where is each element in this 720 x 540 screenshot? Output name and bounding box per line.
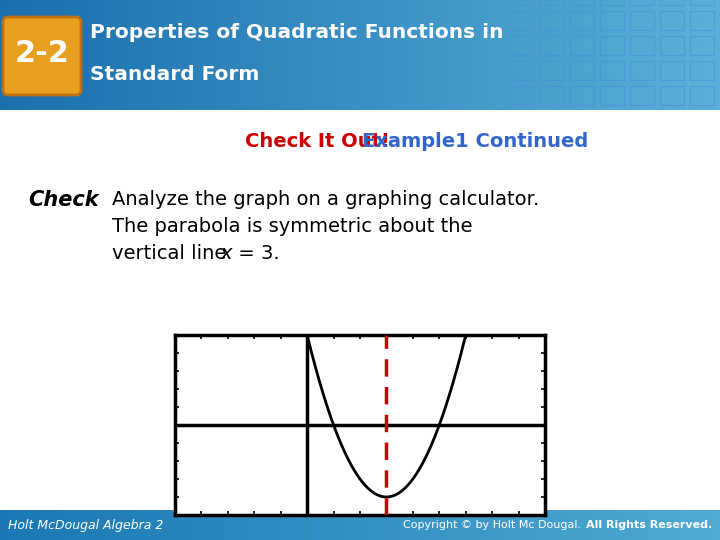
Text: Properties of Quadratic Functions in: Properties of Quadratic Functions in xyxy=(90,23,503,42)
Text: x: x xyxy=(221,244,233,263)
Bar xyxy=(570,0,594,5)
Bar xyxy=(570,36,594,55)
Bar xyxy=(660,86,684,105)
Text: Holt McDougal Algebra 2: Holt McDougal Algebra 2 xyxy=(8,518,163,531)
Text: All Rights Reserved.: All Rights Reserved. xyxy=(586,520,712,530)
Bar xyxy=(600,11,624,30)
Text: vertical line: vertical line xyxy=(112,244,233,263)
Bar xyxy=(540,11,564,30)
Bar xyxy=(630,61,654,80)
Text: Check It Out!: Check It Out! xyxy=(245,132,397,151)
Text: Copyright © by Holt Mc Dougal.: Copyright © by Holt Mc Dougal. xyxy=(403,520,585,530)
Text: 2-2: 2-2 xyxy=(14,39,69,69)
Text: The parabola is symmetric about the: The parabola is symmetric about the xyxy=(112,217,472,236)
Bar xyxy=(630,36,654,55)
Bar xyxy=(630,86,654,105)
Bar xyxy=(510,86,534,105)
Bar xyxy=(540,36,564,55)
Bar xyxy=(570,11,594,30)
Bar xyxy=(570,86,594,105)
Bar xyxy=(540,61,564,80)
Text: Standard Form: Standard Form xyxy=(90,65,259,84)
Bar xyxy=(510,61,534,80)
Bar xyxy=(690,11,714,30)
FancyBboxPatch shape xyxy=(3,17,81,95)
Bar xyxy=(510,11,534,30)
Bar xyxy=(690,86,714,105)
Bar xyxy=(660,0,684,5)
Bar xyxy=(540,0,564,5)
Bar xyxy=(660,36,684,55)
Text: Check: Check xyxy=(28,190,99,210)
Bar xyxy=(510,36,534,55)
Bar xyxy=(570,61,594,80)
Bar xyxy=(540,86,564,105)
Bar xyxy=(600,86,624,105)
Bar xyxy=(660,11,684,30)
Bar xyxy=(600,61,624,80)
Bar xyxy=(630,11,654,30)
Text: Analyze the graph on a graphing calculator.: Analyze the graph on a graphing calculat… xyxy=(112,190,539,209)
Bar xyxy=(690,61,714,80)
Bar xyxy=(690,0,714,5)
Bar xyxy=(630,0,654,5)
Bar xyxy=(510,0,534,5)
Bar xyxy=(600,0,624,5)
Text: = 3.: = 3. xyxy=(232,244,279,263)
Bar xyxy=(690,36,714,55)
Bar xyxy=(600,36,624,55)
Bar xyxy=(660,61,684,80)
Text: Example1 Continued: Example1 Continued xyxy=(362,132,588,151)
